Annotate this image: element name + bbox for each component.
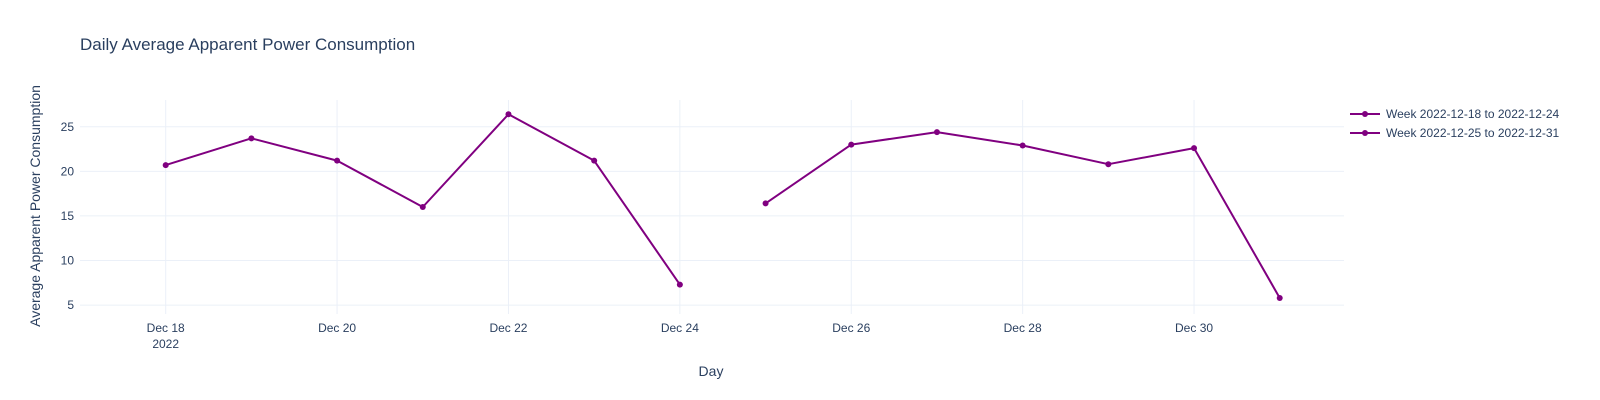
data-point [1191, 145, 1198, 152]
legend-label: Week 2022-12-25 to 2022-12-31 [1386, 126, 1560, 140]
data-point [848, 141, 855, 148]
y-tick-label: 15 [61, 209, 75, 223]
x-tick-label: Dec 28 [1004, 321, 1042, 335]
y-tick-label: 25 [61, 120, 75, 134]
y-axis-label: Average Apparent Power Consumption [27, 85, 43, 327]
x-tick-label: Dec 20 [318, 321, 356, 335]
series-line-1 [165, 113, 681, 286]
x-tick-label: Dec 24 [661, 321, 699, 335]
series-layer [165, 113, 1281, 299]
x-tick-sublabel: 2022 [152, 337, 179, 351]
data-point [419, 204, 426, 210]
y-tick-label: 20 [61, 164, 75, 178]
y-tick-label: 10 [61, 254, 75, 268]
legend-item-2[interactable]: Week 2022-12-25 to 2022-12-31 [1350, 126, 1560, 140]
data-point [1019, 142, 1026, 149]
data-point [933, 129, 940, 136]
legend-label: Week 2022-12-18 to 2022-12-24 [1386, 107, 1560, 121]
data-point [334, 157, 341, 164]
data-point [1105, 161, 1112, 168]
x-axis-label: Day [699, 363, 724, 379]
legend-item-1[interactable]: Week 2022-12-18 to 2022-12-24 [1350, 107, 1560, 121]
grid-layer [80, 100, 1344, 314]
data-point [591, 157, 598, 164]
data-point [248, 135, 255, 142]
data-point [676, 281, 683, 288]
legend-marker-swatch [1362, 111, 1368, 117]
x-tick-label: Dec 26 [832, 321, 870, 335]
x-tick-label: Dec 22 [489, 321, 527, 335]
data-point [1276, 294, 1283, 301]
data-point [762, 200, 769, 207]
data-point [505, 111, 512, 118]
legend[interactable]: Week 2022-12-18 to 2022-12-24 Week 2022-1… [1350, 107, 1560, 140]
x-tick-label: Dec 18 [147, 321, 185, 335]
y-tick-label: 5 [67, 298, 74, 312]
data-point [162, 162, 169, 169]
tick-layer: 5 10 15 20 25 Dec 18 2022 Dec 20 Dec 22 Dec 24 Dec… [61, 120, 1214, 351]
x-tick-label: Dec 30 [1175, 321, 1213, 335]
marker-layer [162, 111, 1283, 301]
chart-title: Daily Average Apparent Power Consumption [80, 35, 415, 54]
legend-marker-swatch [1362, 130, 1368, 136]
